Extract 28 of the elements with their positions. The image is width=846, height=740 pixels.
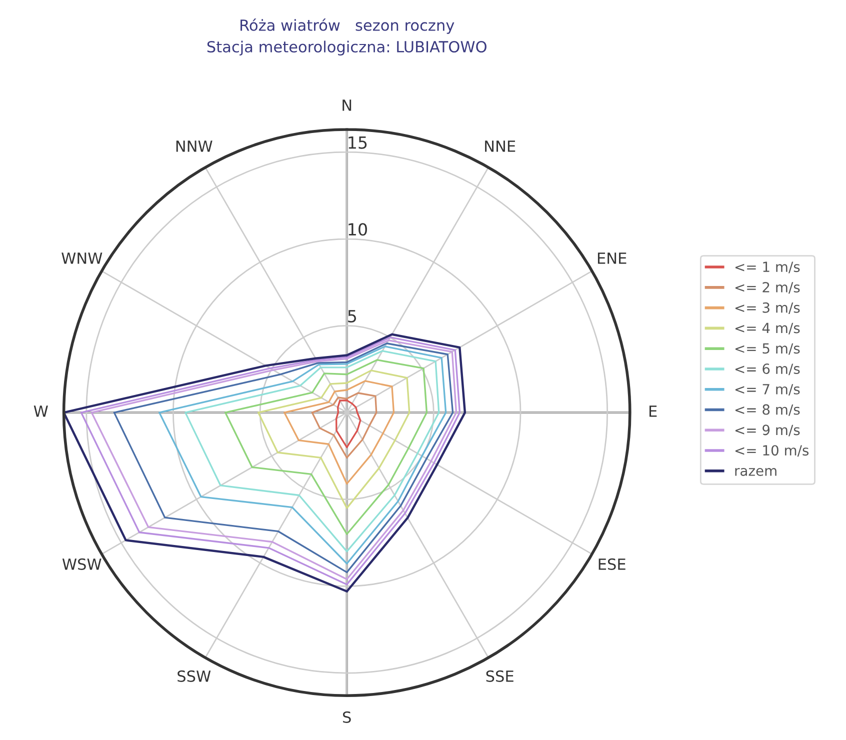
spoke-label: SSE: [486, 670, 514, 682]
spoke-label: ESE: [598, 558, 626, 570]
legend-label: <= 3 m/s: [735, 302, 800, 314]
legend-label: <= 4 m/s: [735, 322, 800, 334]
legend-label: razem: [735, 468, 776, 476]
legend-label: <= 2 m/s: [735, 282, 800, 294]
spoke-label: ENE: [598, 252, 626, 264]
legend-label: <= 1 m/s: [735, 262, 800, 274]
spoke-label: E: [650, 406, 657, 417]
legend-label: <= 7 m/s: [735, 384, 800, 396]
chart-subtitle: Stacja meteorologiczna: LUBIATOWO: [207, 40, 486, 56]
spoke-label: NNE: [485, 140, 516, 152]
spoke-label: WSW: [62, 558, 102, 570]
spoke-label: W: [34, 406, 48, 417]
legend-label: <= 5 m/s: [735, 343, 800, 355]
legend-label: <= 9 m/s: [735, 424, 800, 436]
spoke-label: N: [342, 100, 352, 111]
spoke-label: WNW: [62, 252, 102, 264]
y-tick-label: 15: [348, 136, 367, 149]
chart-title: Róża wiatrów sezon roczny: [240, 18, 454, 34]
legend-label: <= 8 m/s: [735, 404, 800, 416]
legend-label: <= 10 m/s: [735, 445, 809, 457]
spoke-label: SSW: [178, 670, 211, 682]
spoke-label: NNW: [176, 140, 212, 152]
spoke-label: S: [343, 711, 351, 723]
y-tick-label: 5: [348, 310, 356, 322]
legend-label: <= 6 m/s: [735, 364, 800, 376]
y-tick-label: 10: [348, 223, 367, 236]
